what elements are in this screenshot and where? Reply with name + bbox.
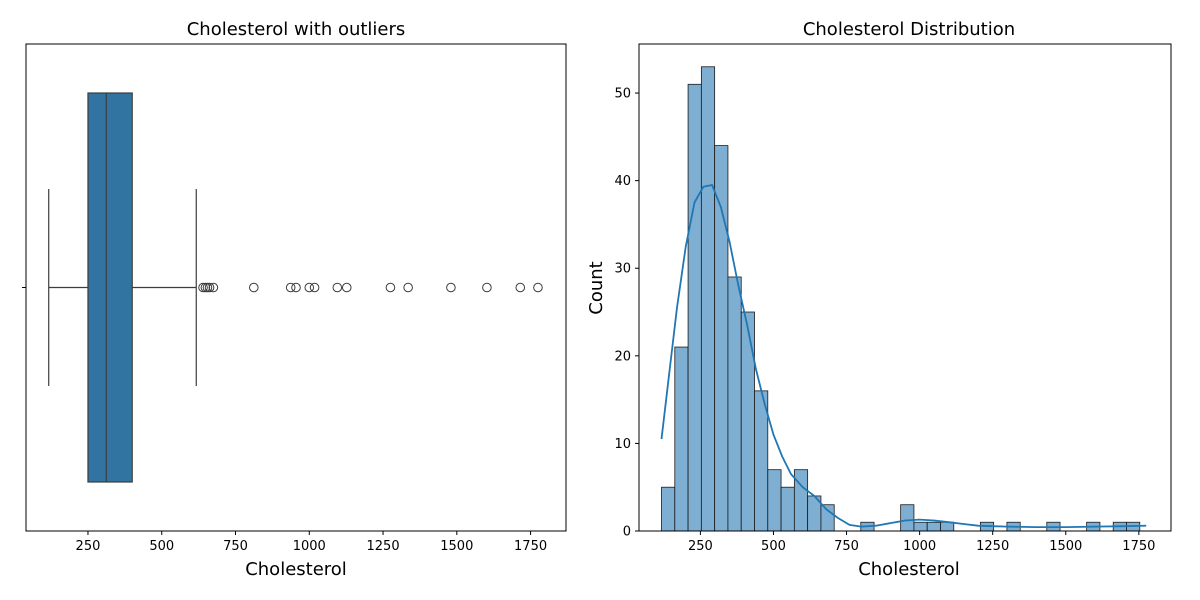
boxplot-x-label: Cholesterol (245, 559, 347, 580)
boxplot-x-tick-label: 1500 (440, 539, 473, 554)
boxplot-outlier-point (515, 282, 526, 293)
boxplot-outlier-point (204, 282, 215, 293)
boxplot-outlier-point (208, 282, 219, 293)
histogram-bar (700, 66, 716, 532)
boxplot-x-tick-label: 1000 (293, 539, 326, 554)
boxplot-outlier-point (533, 282, 543, 293)
histogram-x-tick-label: 1500 (1049, 539, 1082, 554)
boxplot-outlier-point (285, 282, 296, 293)
boxplot-x-tick-label: 500 (149, 539, 174, 554)
histogram-x-tick-label: 1000 (903, 539, 936, 554)
histogram-bar (754, 390, 769, 532)
boxplot-outlier-point (341, 282, 352, 293)
histogram-bar (940, 521, 955, 532)
histogram-bar (820, 504, 835, 532)
histogram-bar (926, 521, 941, 532)
histogram-frame (638, 43, 1172, 532)
histogram-x-tick-label: 250 (688, 539, 713, 554)
boxplot-outlier-point (249, 282, 259, 293)
boxplot-x-ticks: 250 500 750 1000 1250 1500 1750 (76, 531, 547, 554)
histogram-title: Cholesterol Distribution (803, 19, 1015, 40)
histogram-y-tick-label: 20 (614, 349, 631, 364)
histogram-y-tick-label: 50 (614, 87, 631, 102)
histogram-bar (780, 486, 795, 532)
histogram-y-tick-label: 0 (623, 525, 631, 540)
histogram-bar (740, 311, 755, 532)
boxplot-outlier-point (446, 282, 456, 293)
boxplot-box (87, 92, 133, 483)
boxplot-outlier-point (403, 282, 413, 293)
histogram-x-tick-label: 500 (761, 539, 786, 554)
histogram-bar (714, 145, 729, 532)
boxplot-outlier-point (198, 282, 208, 293)
boxplot-x-tick-label: 1750 (514, 539, 547, 554)
histogram-y-ticks: 0 10 20 30 40 50 (614, 87, 639, 540)
boxplot-outlier-point (385, 282, 396, 293)
histogram-x-tick-label: 750 (834, 539, 859, 554)
boxplot-title: Cholesterol with outliers (187, 19, 406, 40)
boxplot-plot-area (22, 43, 567, 532)
histogram-y-tick-label: 10 (614, 437, 631, 452)
histogram-bar (674, 346, 689, 532)
boxplot-x-tick-label: 1250 (367, 539, 400, 554)
boxplot-x-tick-label: 750 (223, 539, 248, 554)
boxplot-outlier-point (309, 282, 320, 293)
histogram-bar (687, 83, 702, 532)
boxplot-outlier-point (482, 282, 492, 293)
histogram-bar (767, 469, 782, 532)
histogram-x-ticks: 250 500 750 1000 1250 1500 1750 (688, 531, 1155, 554)
histogram-y-label: Count (586, 261, 607, 314)
histogram-x-tick-label: 1250 (976, 539, 1009, 554)
histogram-kde-line (660, 184, 1147, 528)
histogram-plot-area (638, 43, 1172, 532)
histogram-bar (727, 276, 742, 532)
boxplot-x-tick-label: 250 (76, 539, 101, 554)
histogram-bar (913, 521, 928, 532)
boxplot-outlier-point (304, 282, 315, 293)
boxplot-outlier-point (332, 282, 343, 293)
histogram-panel: Cholesterol Distribution 250 500 750 1000 12… (586, 19, 1172, 580)
histogram-bar (661, 486, 676, 532)
histogram-x-tick-label: 1750 (1122, 539, 1155, 554)
histogram-x-label: Cholesterol (858, 559, 960, 580)
histogram-bar (900, 504, 915, 532)
histogram-y-tick-label: 30 (614, 262, 631, 277)
boxplot-panel: Cholesterol with outliers 250 500 750 1000 1… (22, 19, 567, 580)
histogram-y-tick-label: 40 (614, 174, 631, 189)
boxplot-outlier-point (291, 282, 301, 293)
